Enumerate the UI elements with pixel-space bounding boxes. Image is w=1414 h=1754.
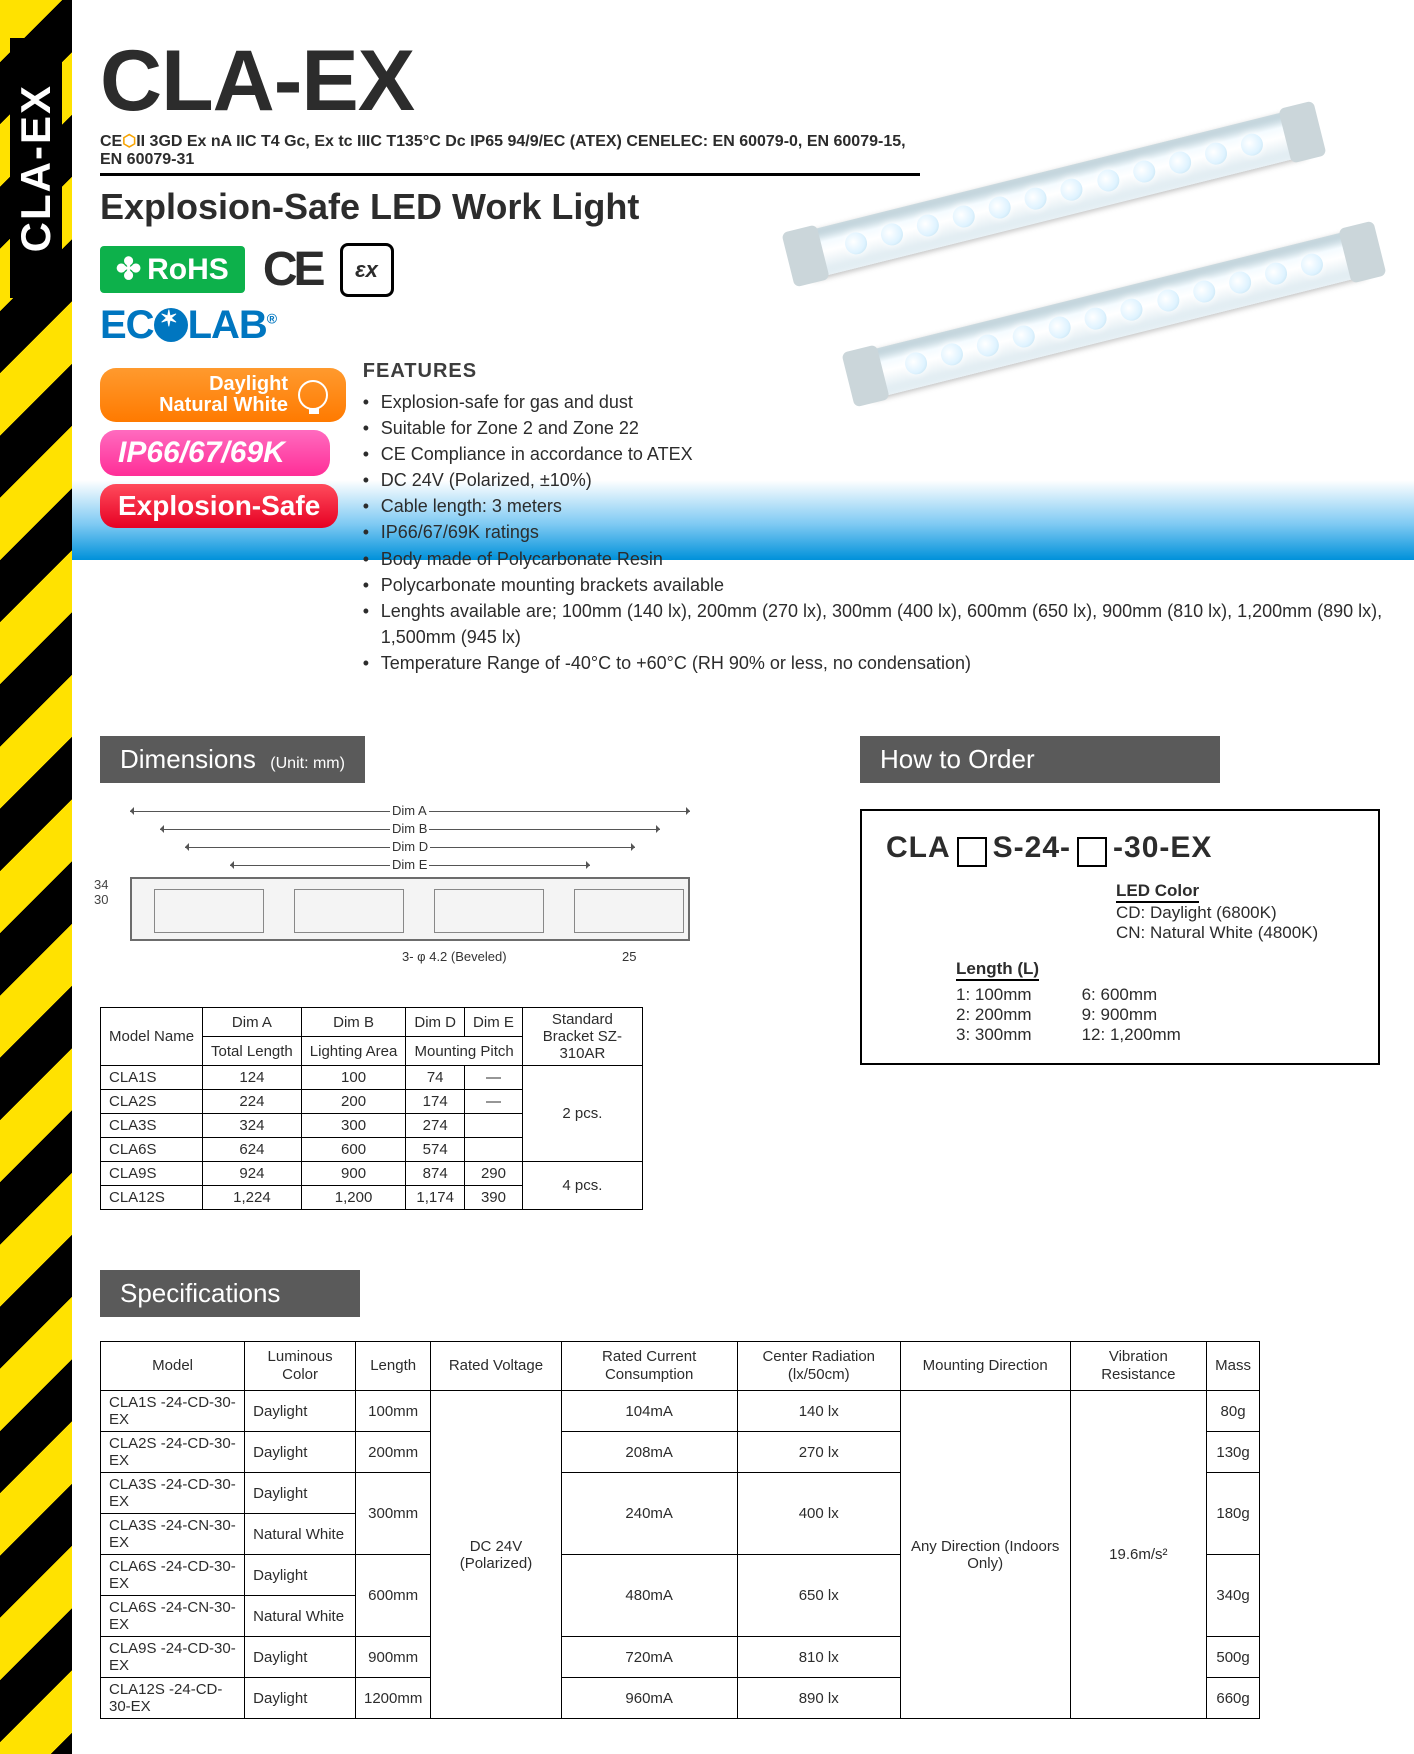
spec-header: Center Radiation (lx/50cm) [737, 1342, 900, 1391]
feature-item: Temperature Range of -40°C to +60°C (RH … [363, 650, 1414, 676]
length-header: Length (L) [956, 959, 1039, 981]
ip-pill: IP66/67/69K [100, 430, 330, 476]
dim-th-asub: Total Length [203, 1037, 302, 1066]
explosion-pill-text: Explosion-Safe [118, 490, 320, 522]
order-frame: CLA S-24- -30-EX LED Color CD: Daylight … [860, 809, 1380, 1065]
color-slot [1077, 837, 1107, 867]
dimensions-diagram: Dim A Dim B Dim D Dim E 3430 3- φ 4.2 (B… [100, 809, 700, 989]
spec-header: Rated Voltage [431, 1342, 561, 1391]
led-option: CN: Natural White (4800K) [1116, 923, 1354, 943]
specifications-heading: Specifications [100, 1270, 360, 1317]
dim-row: CLA9S9249008742904 pcs. [101, 1162, 643, 1186]
dim-d-label: Dim D [390, 839, 430, 854]
length-option: 12: 1,200mm [1082, 1025, 1181, 1045]
ce-mark-icon: CE [263, 242, 322, 297]
side-tab: CLA-EX [10, 38, 62, 298]
spec-header: Mass [1207, 1342, 1260, 1391]
ex-hex-icon: εx [340, 243, 394, 297]
rohs-badge: ✤ RoHS [100, 246, 245, 293]
dim-th-d: Dim D [406, 1008, 465, 1037]
dim-hole-note: 3- φ 4.2 (Beveled) [400, 949, 509, 964]
spec-header: Vibration Resistance [1070, 1342, 1207, 1391]
cert-pre: CE [100, 133, 122, 150]
length-option: 9: 900mm [1082, 1005, 1181, 1025]
dim-height-34: 3430 [94, 877, 108, 907]
side-tab-text: CLA-EX [12, 84, 60, 252]
dimensions-title-text: Dimensions [120, 744, 256, 774]
specifications-table: ModelLuminous ColorLengthRated VoltageRa… [100, 1341, 1260, 1719]
daylight-pill-text: Daylight Natural White [118, 374, 288, 416]
dimensions-heading: Dimensions (Unit: mm) [100, 736, 365, 783]
pn-post: -30-EX [1113, 831, 1212, 865]
dim-th-e: Dim E [465, 1008, 523, 1037]
dim-th-mp: Mounting Pitch [406, 1037, 523, 1066]
dim-th-bracket: Standard Bracket SZ-310AR [522, 1008, 642, 1066]
length-option: 1: 100mm [956, 985, 1032, 1005]
how-to-order-heading: How to Order [860, 736, 1220, 783]
spec-header: Model [101, 1342, 245, 1391]
led-option: CD: Daylight (6800K) [1116, 903, 1354, 923]
led-color-header: LED Color [1116, 881, 1199, 903]
dim-th-bsub: Lighting Area [301, 1037, 406, 1066]
dimensions-unit: (Unit: mm) [270, 755, 345, 772]
dim-b-label: Dim B [390, 821, 429, 836]
daylight-pill: Daylight Natural White [100, 368, 346, 422]
feature-item: Body made of Polycarbonate Resin [363, 546, 1414, 572]
spec-header: Luminous Color [245, 1342, 356, 1391]
features-block: FEATURES Explosion-safe for gas and dust… [363, 360, 1414, 676]
spec-header: Mounting Direction [900, 1342, 1070, 1391]
dim-tab-25: 25 [620, 949, 638, 964]
clover-icon: ✤ [116, 252, 141, 287]
spec-header: Length [355, 1342, 430, 1391]
dim-row: CLA1S12410074—2 pcs. [101, 1066, 643, 1090]
dim-th-a: Dim A [203, 1008, 302, 1037]
feature-item: CE Compliance in accordance to ATEX [363, 441, 1414, 467]
length-option: 3: 300mm [956, 1025, 1032, 1045]
feature-item: Lenghts available are; 100mm (140 lx), 2… [363, 598, 1414, 650]
ecolab-o-icon [154, 308, 188, 342]
feature-item: IP66/67/69K ratings [363, 519, 1414, 545]
dimensions-table: Model Name Dim A Dim B Dim D Dim E Stand… [100, 1007, 643, 1210]
feature-item: Polycarbonate mounting brackets availabl… [363, 572, 1414, 598]
ip-pill-text: IP66/67/69K [118, 436, 285, 470]
part-number-pattern: CLA S-24- -30-EX [886, 831, 1354, 865]
product-photo [734, 160, 1374, 420]
length-option: 6: 600mm [1082, 985, 1181, 1005]
product-title: CLA-EX [100, 32, 1414, 131]
dim-a-label: Dim A [390, 803, 429, 818]
feature-item: Cable length: 3 meters [363, 493, 1414, 519]
length-option: 2: 200mm [956, 1005, 1032, 1025]
bulb-icon [298, 380, 328, 410]
feature-item: Explosion-safe for gas and dust [363, 389, 1414, 415]
explosion-pill: Explosion-Safe [100, 484, 338, 528]
ex-icon: ⬡ [122, 133, 136, 150]
rohs-text: RoHS [147, 253, 229, 287]
pn-pre: CLA [886, 831, 951, 865]
dim-th-b: Dim B [301, 1008, 406, 1037]
dim-e-label: Dim E [390, 857, 429, 872]
feature-item: DC 24V (Polarized, ±10%) [363, 467, 1414, 493]
dim-th-model: Model Name [101, 1008, 203, 1066]
spec-header: Rated Current Consumption [561, 1342, 737, 1391]
spec-row: CLA1S -24-CD-30-EXDaylight100mmDC 24V (P… [101, 1391, 1260, 1432]
feature-item: Suitable for Zone 2 and Zone 22 [363, 415, 1414, 441]
pn-mid: S-24- [993, 831, 1071, 865]
length-slot [957, 837, 987, 867]
